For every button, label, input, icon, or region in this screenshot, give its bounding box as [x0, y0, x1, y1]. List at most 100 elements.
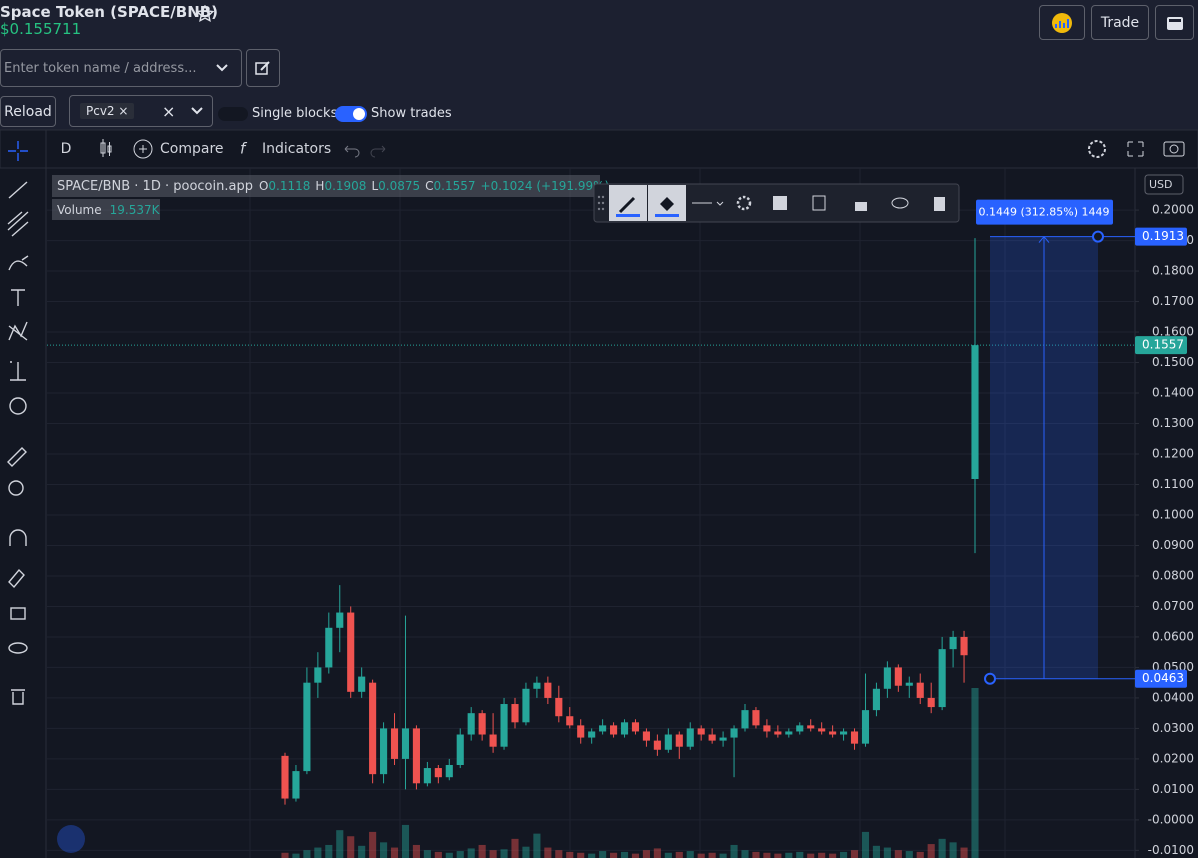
token-search[interactable]: Enter token name / address...	[0, 49, 242, 87]
clear-pair[interactable]: ×	[162, 101, 176, 121]
icon-tool[interactable]	[9, 397, 27, 415]
candle-body	[566, 716, 574, 726]
single-blocks-toggle[interactable]	[218, 107, 248, 121]
candle-body	[905, 682, 913, 686]
volume-bar	[434, 851, 442, 858]
volume-bar	[894, 850, 902, 858]
chart-type-icon[interactable]	[100, 139, 112, 157]
y-tick-label: 0.1100	[1152, 477, 1194, 491]
prediction-tool[interactable]	[10, 361, 26, 381]
volume-legend-background	[52, 199, 160, 220]
text-tool[interactable]	[11, 289, 25, 306]
candle-body	[358, 676, 366, 692]
undo-button[interactable]	[344, 145, 360, 158]
volume-bar	[730, 844, 738, 858]
candle-body	[631, 722, 640, 732]
y-tick-label: 0.1800	[1152, 264, 1194, 278]
candle-body	[697, 728, 705, 735]
drag-handle[interactable]	[597, 195, 605, 211]
lock-drawing-tool[interactable]	[8, 568, 25, 589]
y-tick-label: 0.1000	[1152, 507, 1194, 521]
interval-button[interactable]: D	[61, 141, 72, 157]
magnet-tool[interactable]	[9, 529, 27, 546]
candle-body	[544, 682, 552, 698]
reload-button[interactable]: Reload	[0, 96, 56, 127]
volume-bar	[467, 848, 475, 858]
candle-body	[599, 725, 607, 732]
indicators-icon[interactable]: f	[240, 140, 248, 158]
volume-bar	[292, 853, 300, 858]
trade-button[interactable]: Trade	[1091, 5, 1149, 40]
measure-tool[interactable]	[7, 447, 27, 467]
hide-tool[interactable]	[8, 642, 28, 654]
chart-app-button[interactable]	[1039, 5, 1085, 40]
price-axis-badge	[1135, 336, 1187, 355]
legend: SPACE/BNB · 1D · poocoin.app O0.1118 H0.19…	[57, 179, 609, 194]
indicators-button[interactable]: Indicators	[262, 141, 331, 157]
edit-icon	[255, 61, 270, 75]
candle-body	[467, 713, 475, 735]
ohlc-label: L	[371, 179, 378, 193]
trendline-tool[interactable]	[8, 181, 28, 199]
lock-tool[interactable]	[10, 607, 26, 620]
volume-bar	[697, 853, 705, 858]
pattern-tool[interactable]	[8, 321, 28, 341]
settings-button[interactable]	[1088, 140, 1106, 158]
edit-button[interactable]	[246, 49, 280, 87]
line-style-button[interactable]	[692, 201, 724, 206]
fill-color-swatch	[655, 214, 679, 217]
price-axis-label: 0.1557	[1142, 338, 1184, 352]
favorite-star[interactable]	[196, 5, 214, 23]
wallet-button[interactable]	[1155, 5, 1194, 40]
volume-bar	[511, 838, 519, 858]
volume-bar	[883, 847, 891, 858]
drawing-settings-button[interactable]	[736, 195, 752, 211]
screenshot-button[interactable]	[1163, 141, 1185, 157]
order-button[interactable]	[773, 196, 787, 210]
brush-tool[interactable]	[8, 255, 29, 271]
candle-body	[861, 710, 870, 744]
pencil-icon	[618, 196, 636, 214]
clone-button[interactable]	[812, 195, 826, 211]
remove-tool[interactable]	[11, 689, 25, 705]
lock-button[interactable]	[855, 202, 867, 211]
visibility-button[interactable]	[891, 197, 909, 209]
line-color-swatch	[616, 214, 640, 217]
measure-label: 0.1449 (312.85%) 1449	[978, 206, 1109, 219]
redo-button[interactable]	[370, 145, 386, 158]
y-tick-label: 0.0300	[1152, 721, 1194, 735]
measure-handle	[984, 672, 996, 685]
fullscreen-button[interactable]	[1127, 141, 1144, 157]
volume-bar	[807, 853, 815, 858]
compare-button[interactable]: Compare	[160, 141, 224, 157]
volume-bar	[314, 847, 322, 858]
pair-dropdown[interactable]	[190, 105, 204, 117]
volume-bar	[610, 852, 618, 858]
compare-icon[interactable]	[133, 139, 153, 159]
zoom-tool[interactable]	[8, 480, 24, 496]
delete-button[interactable]	[934, 197, 945, 211]
candle-body	[401, 728, 410, 759]
volume-bar	[763, 852, 771, 858]
currency-select[interactable]	[1144, 174, 1184, 195]
volume-title: Volume	[57, 203, 102, 217]
legend-background	[52, 175, 600, 197]
measure-arrowhead	[1038, 235, 1050, 243]
pair-chip: Pcv2 ×	[80, 103, 135, 119]
show-trades-toggle[interactable]	[335, 106, 367, 122]
candle-body	[434, 768, 442, 778]
ohlc-value: 0.1908	[324, 179, 366, 193]
candle-body	[555, 697, 563, 717]
y-tick-label: 0.0900	[1152, 538, 1194, 552]
candle-body	[872, 688, 880, 711]
y-tick-label: -0.0100	[1148, 843, 1194, 857]
crosshair-tool[interactable]	[8, 141, 28, 161]
candle-body	[785, 731, 793, 735]
y-tick-label: 0.1500	[1152, 355, 1194, 369]
y-tick-label: 0.1700	[1152, 294, 1194, 308]
fib-tool[interactable]	[7, 211, 29, 237]
volume-bar	[369, 831, 377, 858]
volume-bar	[303, 850, 311, 858]
search-dropdown[interactable]	[214, 61, 230, 75]
pair-select[interactable]: Pcv2 × ×	[69, 95, 213, 127]
